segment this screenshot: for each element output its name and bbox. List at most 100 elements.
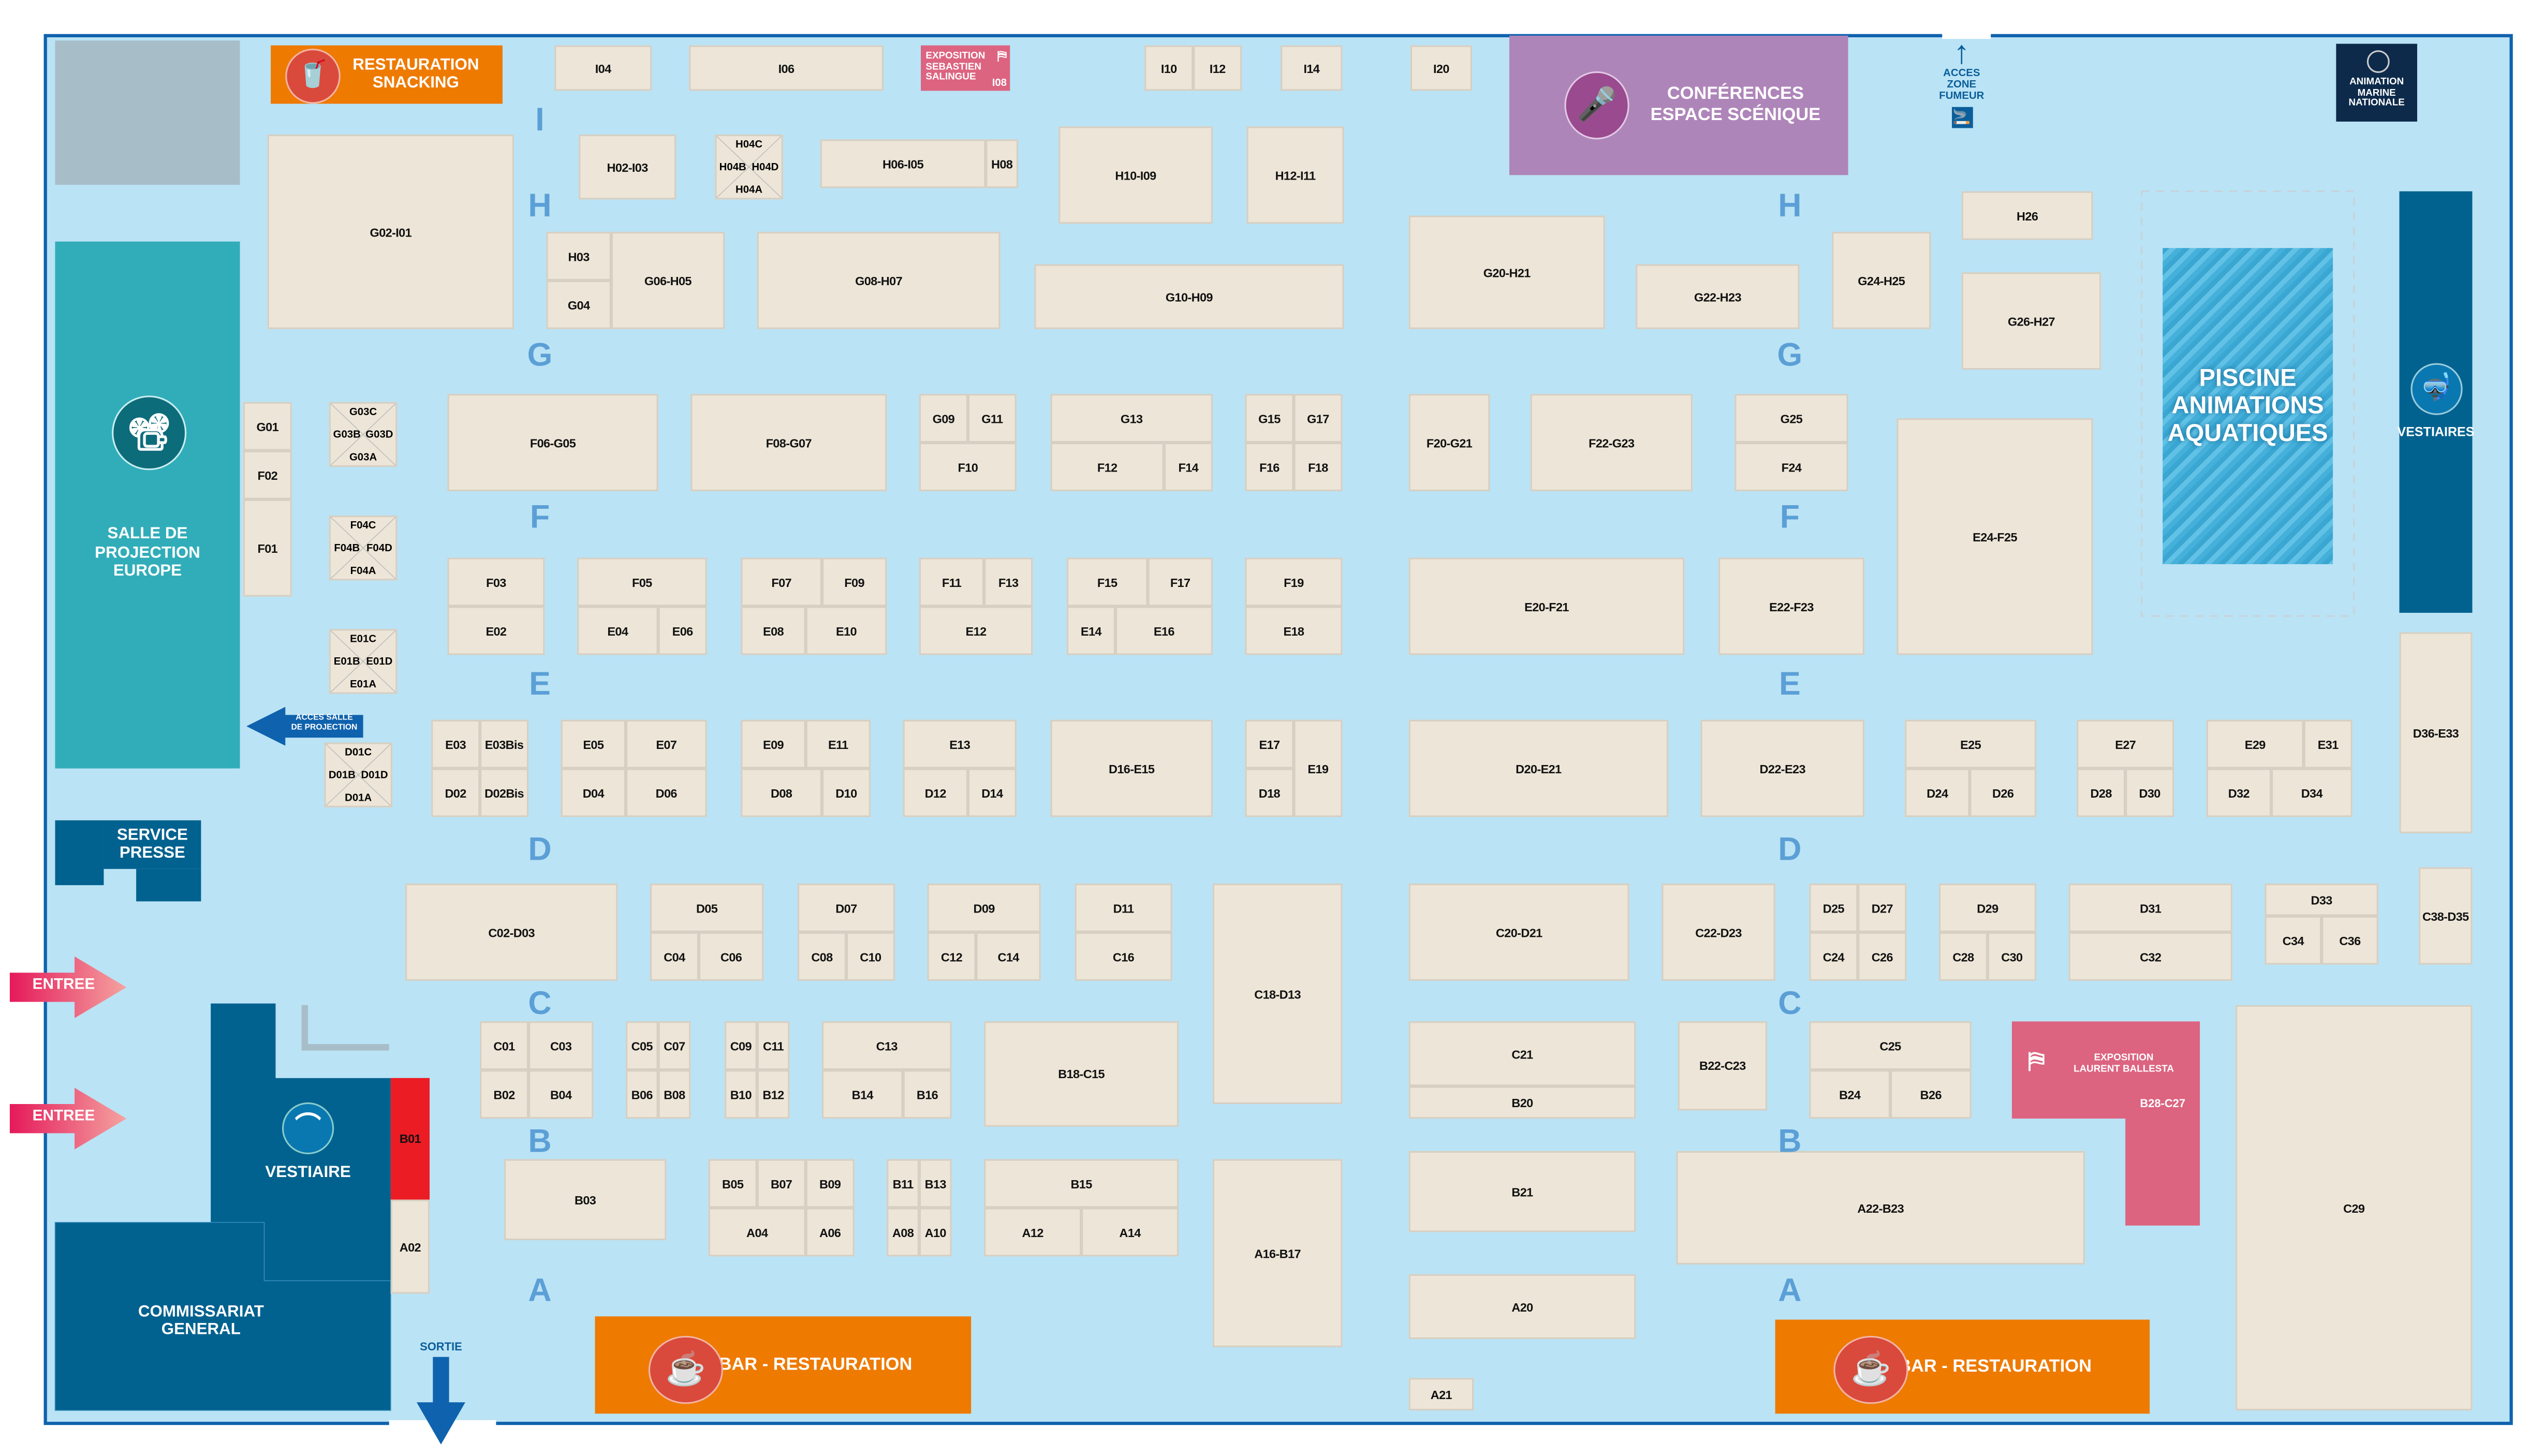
subdivided-booth[interactable]: G03C G03B G03D G03A bbox=[329, 402, 398, 467]
booth-e08[interactable]: E08 bbox=[741, 606, 806, 655]
booth-d27[interactable]: D27 bbox=[1858, 883, 1907, 932]
booth-h26[interactable]: H26 bbox=[1961, 191, 2093, 240]
booth-f17[interactable]: F17 bbox=[1148, 557, 1213, 607]
booth-b20[interactable]: B20 bbox=[1408, 1086, 1636, 1119]
booth-e12[interactable]: E12 bbox=[919, 606, 1033, 655]
booth-e02[interactable]: E02 bbox=[447, 606, 545, 655]
booth-e03bis[interactable]: E03Bis bbox=[480, 719, 529, 769]
booth-g01[interactable]: G01 bbox=[243, 402, 292, 451]
booth-b01[interactable]: B01 bbox=[390, 1078, 430, 1200]
booth-h02-i03[interactable]: H02-I03 bbox=[579, 134, 677, 200]
booth-a22-b23[interactable]: A22-B23 bbox=[1676, 1151, 2085, 1265]
booth-e13[interactable]: E13 bbox=[903, 719, 1017, 769]
booth-c10[interactable]: C10 bbox=[846, 932, 895, 981]
booth-f15[interactable]: F15 bbox=[1066, 557, 1148, 607]
booth-f07[interactable]: F07 bbox=[741, 557, 822, 607]
commissariat-zone[interactable]: COMMISSARIAT GENERAL bbox=[55, 1281, 347, 1362]
booth-c07[interactable]: C07 bbox=[658, 1021, 691, 1070]
booth-c12[interactable]: C12 bbox=[927, 932, 976, 981]
booth-g17[interactable]: G17 bbox=[1293, 394, 1343, 443]
booth-g24-h25[interactable]: G24-H25 bbox=[1832, 231, 1931, 329]
booth-right[interactable]: H04D bbox=[752, 162, 779, 174]
booth-b02[interactable]: B02 bbox=[480, 1070, 529, 1119]
booth-e19[interactable]: E19 bbox=[1293, 719, 1343, 817]
booth-top[interactable]: E01C bbox=[350, 634, 377, 645]
booth-d32[interactable]: D32 bbox=[2206, 768, 2272, 817]
booth-b15[interactable]: B15 bbox=[984, 1159, 1179, 1208]
exposition-salingue-zone[interactable]: EXPOSITION SEBASTIEN SALINGUE ⛿ I08 bbox=[921, 45, 1010, 91]
booth-c26[interactable]: C26 bbox=[1858, 932, 1907, 981]
booth-a21[interactable]: A21 bbox=[1408, 1378, 1474, 1410]
booth-d36-e33[interactable]: D36-E33 bbox=[2399, 632, 2473, 833]
booth-f11[interactable]: F11 bbox=[919, 557, 984, 607]
booth-a08[interactable]: A08 bbox=[887, 1208, 919, 1257]
booth-a16-b17[interactable]: A16-B17 bbox=[1212, 1159, 1343, 1347]
booth-d33[interactable]: D33 bbox=[2265, 883, 2378, 916]
booth-e04[interactable]: E04 bbox=[577, 606, 658, 655]
booth-d02bis[interactable]: D02Bis bbox=[480, 768, 529, 817]
booth-d24[interactable]: D24 bbox=[1905, 768, 1970, 817]
booth-bottom[interactable]: G03A bbox=[349, 452, 377, 464]
booth-top[interactable]: D01C bbox=[345, 747, 372, 759]
booth-f10[interactable]: F10 bbox=[919, 443, 1017, 492]
service-presse-zone[interactable]: SERVICE PRESSE bbox=[104, 820, 201, 869]
booth-a12[interactable]: A12 bbox=[984, 1208, 1082, 1257]
booth-f20-g21[interactable]: F20-G21 bbox=[1408, 394, 1490, 492]
subdivided-booth[interactable]: F04C F04B F04D F04A bbox=[329, 516, 398, 581]
booth-d28[interactable]: D28 bbox=[2077, 768, 2126, 817]
subdivided-booth[interactable]: D01C D01B D01D D01A bbox=[324, 742, 392, 807]
booth-f14[interactable]: F14 bbox=[1164, 443, 1213, 492]
booth-b22-c23[interactable]: B22-C23 bbox=[1678, 1021, 1767, 1111]
booth-f09[interactable]: F09 bbox=[821, 557, 887, 607]
smoking-zone-access[interactable]: ↑ ACCES ZONE FUMEUR 🚬 bbox=[1937, 37, 1986, 129]
booth-top[interactable]: H04C bbox=[735, 139, 763, 151]
booth-b04[interactable]: B04 bbox=[528, 1070, 594, 1119]
booth-c14[interactable]: C14 bbox=[976, 932, 1041, 981]
bar-restauration-zone[interactable]: ☕ BAR - RESTAURATION bbox=[595, 1316, 972, 1414]
booth-e07[interactable]: E07 bbox=[625, 719, 707, 769]
booth-c09[interactable]: C09 bbox=[725, 1021, 757, 1070]
booth-right[interactable]: E01D bbox=[366, 656, 393, 668]
booth-c22-d23[interactable]: C22-D23 bbox=[1662, 883, 1775, 981]
booth-f06-g05[interactable]: F06-G05 bbox=[447, 394, 658, 492]
booth-f01[interactable]: F01 bbox=[243, 499, 292, 597]
booth-c04[interactable]: C04 bbox=[650, 932, 699, 981]
booth-g10-h09[interactable]: G10-H09 bbox=[1034, 264, 1344, 329]
booth-b05[interactable]: B05 bbox=[708, 1159, 757, 1208]
booth-b18-c15[interactable]: B18-C15 bbox=[984, 1021, 1179, 1127]
booth-d30[interactable]: D30 bbox=[2125, 768, 2174, 817]
booth-f13[interactable]: F13 bbox=[984, 557, 1033, 607]
booth-g26-h27[interactable]: G26-H27 bbox=[1961, 272, 2101, 370]
booth-h06-i05[interactable]: H06-I05 bbox=[820, 139, 986, 188]
projection-access-arrow[interactable]: ACCES SALLE DE PROJECTION bbox=[246, 707, 366, 754]
booth-c36[interactable]: C36 bbox=[2321, 916, 2378, 965]
booth-bottom[interactable]: F04A bbox=[350, 566, 376, 578]
booth-d08[interactable]: D08 bbox=[741, 768, 822, 817]
booth-i04[interactable]: I04 bbox=[554, 45, 652, 91]
booth-d07[interactable]: D07 bbox=[797, 883, 895, 932]
booth-e29[interactable]: E29 bbox=[2206, 719, 2304, 769]
booth-f16[interactable]: F16 bbox=[1245, 443, 1294, 492]
booth-left[interactable]: E01B bbox=[333, 656, 360, 668]
booth-d25[interactable]: D25 bbox=[1809, 883, 1858, 932]
booth-d12[interactable]: D12 bbox=[903, 768, 968, 817]
booth-c20-d21[interactable]: C20-D21 bbox=[1408, 883, 1629, 981]
booth-b11[interactable]: B11 bbox=[887, 1159, 919, 1208]
booth-b10[interactable]: B10 bbox=[725, 1070, 757, 1119]
booth-c03[interactable]: C03 bbox=[528, 1021, 594, 1070]
entree-arrow[interactable]: ENTREE bbox=[9, 1087, 127, 1150]
booth-left[interactable]: D01B bbox=[328, 770, 356, 782]
booth-i12[interactable]: I12 bbox=[1193, 45, 1242, 91]
booth-f24[interactable]: F24 bbox=[1734, 443, 1848, 492]
booth-d20-e21[interactable]: D20-E21 bbox=[1408, 719, 1668, 817]
booth-e17[interactable]: E17 bbox=[1245, 719, 1294, 769]
booth-g22-h23[interactable]: G22-H23 bbox=[1636, 264, 1800, 329]
booth-right[interactable]: D01D bbox=[361, 770, 388, 782]
booth-e06[interactable]: E06 bbox=[658, 606, 707, 655]
booth-d22-e23[interactable]: D22-E23 bbox=[1700, 719, 1864, 817]
booth-d31[interactable]: D31 bbox=[2068, 883, 2232, 932]
booth-e31[interactable]: E31 bbox=[2303, 719, 2352, 769]
booth-b26[interactable]: B26 bbox=[1890, 1070, 1972, 1119]
booth-e20-f21[interactable]: E20-F21 bbox=[1408, 557, 1685, 655]
booth-f02[interactable]: F02 bbox=[243, 450, 292, 499]
